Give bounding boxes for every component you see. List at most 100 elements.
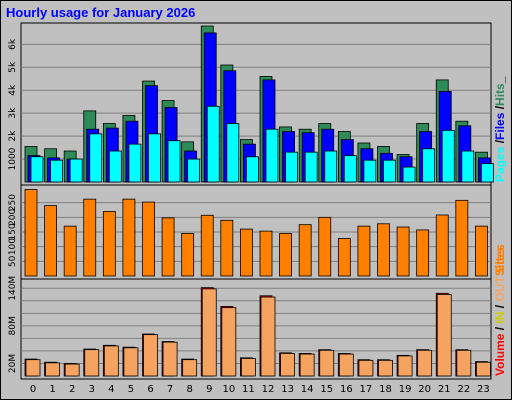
bar-sites-0 [24,189,38,277]
bar-out-22 [456,349,472,377]
bar-sites-15 [318,216,332,277]
bar-pages-19 [402,166,416,183]
bar-pages-21 [441,129,455,183]
bar-out-9 [201,288,217,377]
bar-pages-8 [187,158,201,183]
y-tick-label: 1000 [8,147,18,170]
side-label-part: Volume [493,333,507,376]
bar-sites-5 [122,198,136,277]
x-tick-label: 19 [399,384,412,395]
bar-out-12 [260,296,276,377]
bar-sites-4 [102,211,116,277]
x-tick-label: 15 [320,384,333,395]
bar-pages-18 [383,159,396,183]
y-tick-label: 100 [8,238,18,255]
bar-sites-22 [455,199,469,277]
bar-sites-16 [337,238,351,277]
bar-out-2 [64,363,80,377]
bar-out-11 [241,358,256,377]
bar-sites-18 [377,223,390,277]
x-tick-label: 13 [281,384,294,395]
bar-pages-1 [50,159,63,183]
x-tick-label: 21 [438,384,451,395]
bar-pages-9 [206,105,220,183]
bar-pages-12 [265,128,279,183]
bar-pages-14 [304,151,318,183]
x-tick-label: 16 [340,384,353,395]
bar-pages-23 [481,163,494,183]
bar-sites-21 [435,214,449,277]
y-tick-label: 200 [8,208,18,225]
bar-out-8 [182,359,198,377]
x-tick-label: 18 [379,384,392,395]
bar-out-13 [280,353,295,377]
bar-sites-7 [161,217,175,277]
x-tick-label: 10 [222,384,235,395]
panel-bot-frame [20,278,492,380]
side-label-part: OUT [493,276,507,302]
x-tick-label: 20 [418,384,431,395]
side-label-top: Pages /Files /Hits_ [493,76,507,182]
bar-sites-8 [181,233,195,277]
bar-sites-14 [298,224,312,277]
x-tick-label: 5 [128,384,134,395]
bar-pages-22 [461,150,475,183]
bar-pages-4 [108,150,122,183]
y-tick-label: 20M [8,354,18,373]
y-tick-label: 5k [8,61,18,73]
bar-sites-20 [416,229,430,277]
y-tick-label: 50 [8,255,18,267]
x-tick-label: 12 [262,384,275,395]
side-label-bot: Volume / IN / OUT Sites [493,244,507,376]
y-tick-label: 6k [8,38,18,50]
x-tick-label: 7 [167,384,173,395]
bar-pages-7 [167,140,181,183]
bar-pages-11 [246,156,259,183]
x-tick-label: 2 [69,384,75,395]
x-tick-label: 9 [206,384,212,395]
side-label-part: Pages [493,146,507,182]
x-tick-label: 4 [108,384,114,395]
bar-out-16 [338,353,354,377]
x-tick-label: 23 [477,384,490,395]
x-tick-label: 3 [89,384,95,395]
bar-pages-10 [226,123,240,183]
side-label-part: IN [493,312,507,324]
bar-sites-19 [396,226,410,277]
bar-out-15 [319,349,335,377]
bar-out-14 [299,353,315,377]
side-label-part: Hits [493,83,507,106]
bar-out-17 [358,359,374,377]
bar-pages-3 [89,133,103,183]
x-tick-label: 0 [30,384,36,395]
bar-out-10 [221,307,237,377]
side-label-part: / [493,324,507,334]
bar-sites-17 [357,225,371,277]
x-tick-label: 14 [301,384,314,395]
bar-out-5 [123,347,139,377]
bar-out-3 [84,349,100,377]
bar-sites-13 [279,233,292,277]
bar-out-0 [25,359,41,377]
bar-pages-15 [324,150,338,183]
bar-pages-16 [343,155,357,183]
bar-sites-6 [142,201,155,277]
x-tick-label: 1 [49,384,55,395]
side-label-part: Sites [493,244,507,273]
y-tick-label: 3k [8,107,18,119]
bar-out-18 [378,359,393,377]
bar-pages-5 [128,143,142,183]
y-tick-label: 2k [8,130,18,142]
bar-pages-6 [148,133,161,183]
x-tick-label: 17 [360,384,373,395]
bar-sites-12 [259,230,273,277]
bar-sites-2 [63,225,77,277]
x-tick-label: 11 [242,384,255,395]
chart-title: Hourly usage for January 2026 [6,5,195,20]
x-tick-label: 22 [457,384,470,395]
bar-sites-11 [240,228,253,277]
side-label-mid: Sites [493,247,507,276]
